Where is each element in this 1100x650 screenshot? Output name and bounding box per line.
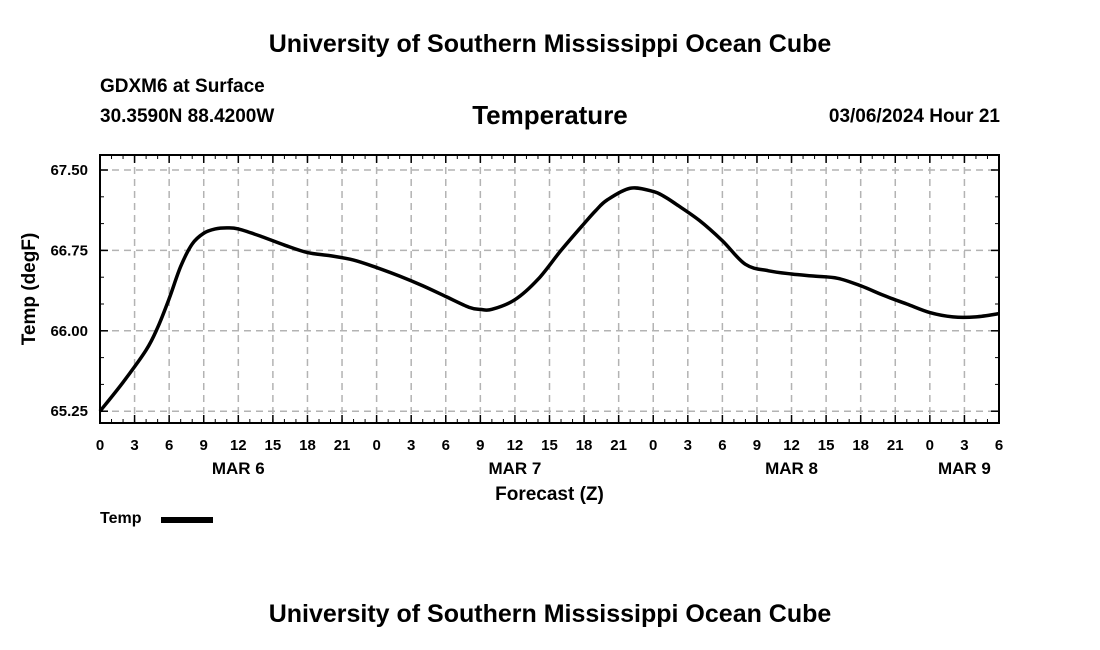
x-tick-label: 9 (200, 437, 208, 454)
coordinates-label: 30.3590N 88.4200W (100, 106, 275, 127)
x-tick-label: 3 (130, 437, 138, 454)
y-tick-label: 65.25 (50, 403, 88, 420)
x-tick-label: 12 (230, 437, 247, 454)
x-tick-label: 18 (576, 437, 593, 454)
x-tick-label: 18 (852, 437, 869, 454)
x-tick-label: 6 (718, 437, 726, 454)
y-tick-label: 67.50 (50, 162, 88, 179)
x-tick-label: 0 (926, 437, 934, 454)
x-tick-label: 15 (541, 437, 558, 454)
x-tick-label: 21 (334, 437, 351, 454)
x-tick-label: 6 (995, 437, 1003, 454)
x-tick-label: 9 (476, 437, 484, 454)
x-tick-label: 3 (684, 437, 692, 454)
main-title-bottom: University of Southern Mississippi Ocean… (268, 600, 832, 628)
x-tick-label: 12 (507, 437, 524, 454)
date-label: MAR 7 (488, 459, 541, 478)
x-tick-label: 3 (407, 437, 415, 454)
y-axis-label: Temp (degF) (19, 233, 40, 346)
main-title-top: University of Southern Mississippi Ocean… (268, 30, 832, 58)
date-label: MAR 8 (765, 459, 818, 478)
x-tick-label: 9 (753, 437, 761, 454)
date-label: MAR 6 (212, 459, 265, 478)
y-tick-label: 66.00 (50, 323, 88, 340)
station-label: GDXM6 at Surface (100, 76, 265, 97)
series-line-temp (98, 186, 1000, 413)
x-tick-label: 21 (610, 437, 627, 454)
datetime-label: 03/06/2024 Hour 21 (828, 106, 1000, 127)
axes: 0 3 6 9 12 15 18 21 0 3 6 9 12 15 18 21 0 3 6 9 12 15 18 21 0 3 6M… (50, 155, 1003, 478)
x-tick-label: 0 (649, 437, 657, 454)
x-tick-label: 3 (960, 437, 968, 454)
x-tick-label: 6 (165, 437, 173, 454)
x-axis-label: Forecast (Z) (495, 484, 604, 505)
y-tick-label: 66.75 (50, 242, 88, 259)
x-tick-label: 15 (265, 437, 282, 454)
plot-frame (99, 154, 1000, 424)
x-tick-label: 15 (818, 437, 835, 454)
legend-label: Temp (100, 510, 142, 527)
x-tick-label: 21 (887, 437, 904, 454)
x-tick-label: 12 (783, 437, 800, 454)
x-tick-label: 6 (442, 437, 450, 454)
series-layer (98, 186, 1000, 413)
grid (100, 155, 999, 423)
x-tick-label: 18 (299, 437, 316, 454)
x-tick-label: 0 (372, 437, 380, 454)
x-tick-label: 0 (96, 437, 104, 454)
date-label: MAR 9 (938, 459, 991, 478)
legend-line-swatch (161, 517, 213, 523)
variable-title: Temperature (472, 100, 628, 130)
